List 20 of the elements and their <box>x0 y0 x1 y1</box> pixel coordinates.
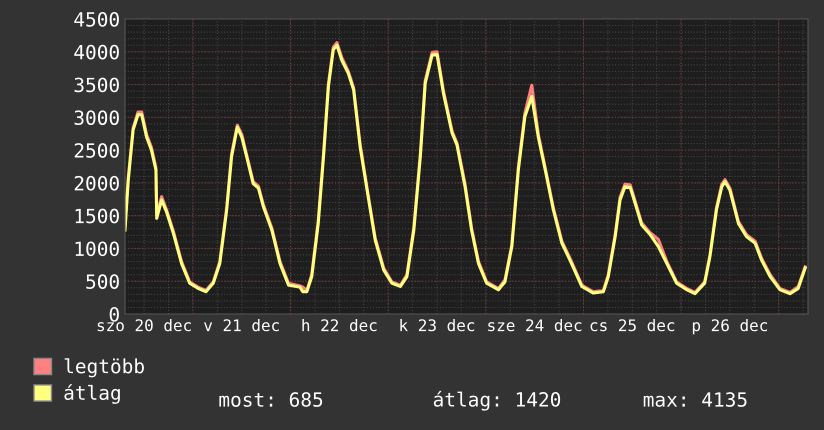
y-tick-label: 1000 <box>76 241 119 256</box>
text: most: 685 <box>219 392 322 407</box>
y-tick-label: 2500 <box>74 143 119 158</box>
y-tick-label: 2000 <box>74 176 119 191</box>
x-tick-label: v 21 dec <box>204 318 279 332</box>
legend-label: legtöbb <box>64 358 144 378</box>
y-tick-label: 3500 <box>74 78 119 92</box>
y-tick-label: 3000 <box>74 110 119 126</box>
y-tick-label: 500 <box>86 274 119 289</box>
text: átlag: 1420 <box>434 390 560 411</box>
legend-label: átlag <box>64 384 120 404</box>
x-tick-label: sze 24 dec <box>488 318 582 332</box>
x-tick-label: h 22 dec <box>302 318 377 332</box>
x-tick-label: p 26 dec <box>692 318 768 334</box>
y-tick-label: 4500 <box>74 12 119 27</box>
y-tick-label: 1500 <box>76 208 119 224</box>
x-tick-label: cs 25 dec <box>590 318 674 332</box>
y-tick-label: 4000 <box>74 44 119 60</box>
text: max: 4135 <box>644 392 747 407</box>
x-tick-label: k 23 dec <box>400 318 474 332</box>
